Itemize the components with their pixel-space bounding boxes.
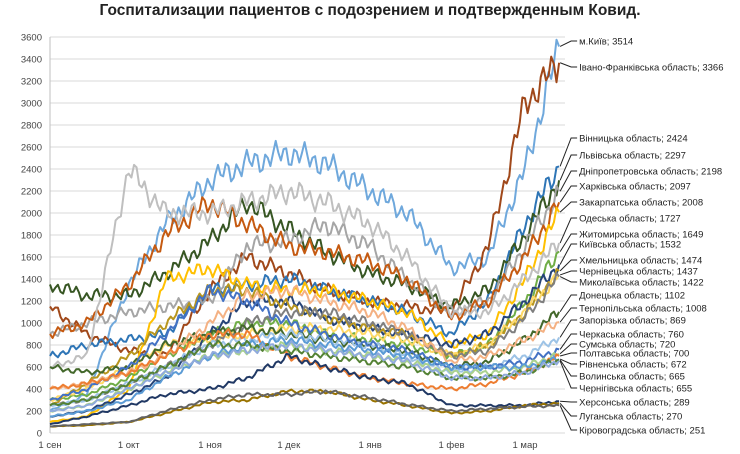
series-line bbox=[49, 165, 560, 359]
x-tick-label: 1 ноя bbox=[198, 440, 222, 451]
data-label: Кіровоградська область; 251 bbox=[579, 426, 705, 437]
y-tick-label: 1400 bbox=[21, 275, 42, 286]
series-line bbox=[49, 264, 561, 418]
data-label: Закарпатська область; 2008 bbox=[579, 198, 703, 209]
data-label: Чернігівська область; 655 bbox=[579, 384, 692, 395]
y-tick-label: 1800 bbox=[21, 231, 42, 242]
series-line bbox=[49, 389, 560, 428]
data-label: Вінницька область; 2424 bbox=[579, 134, 688, 145]
data-label: Житомирська область; 1649 bbox=[579, 230, 703, 241]
data-label: Черкаська область; 760 bbox=[579, 330, 684, 341]
leader-line bbox=[559, 352, 578, 357]
leader-line bbox=[559, 343, 578, 355]
data-label: Дніпропетровська область; 2198 bbox=[579, 167, 722, 178]
data-label: Миколаївська область; 1422 bbox=[579, 278, 704, 289]
leader-line bbox=[559, 217, 578, 244]
leader-line bbox=[559, 319, 578, 338]
data-label: Івано-Франківська область; 3366 bbox=[579, 63, 723, 74]
leader-line bbox=[560, 400, 578, 403]
series-line bbox=[49, 196, 561, 339]
y-tick-label: 2000 bbox=[21, 209, 42, 220]
y-tick-label: 3400 bbox=[21, 55, 42, 66]
x-tick-label: 1 мар bbox=[512, 440, 537, 451]
leader-line bbox=[559, 259, 578, 272]
x-tick-label: 1 янв bbox=[358, 440, 381, 451]
data-label: м.Київ; 3514 bbox=[579, 37, 633, 48]
data-label: Одеська область; 1727 bbox=[579, 214, 681, 225]
leader-line bbox=[559, 233, 578, 252]
y-tick-label: 2800 bbox=[21, 121, 42, 132]
leader-line bbox=[559, 62, 578, 68]
series-line bbox=[50, 340, 560, 412]
series-line bbox=[49, 184, 561, 337]
series-line bbox=[49, 268, 560, 407]
leader-line bbox=[559, 294, 578, 313]
leader-line bbox=[559, 359, 578, 377]
y-tick-label: 3000 bbox=[21, 99, 42, 110]
data-label: Сумська область; 720 bbox=[579, 340, 675, 351]
leader-line bbox=[559, 276, 578, 283]
leader-line bbox=[559, 243, 578, 265]
y-tick-label: 1600 bbox=[21, 253, 42, 264]
leader-line bbox=[559, 358, 578, 365]
data-label: Запорізька область; 869 bbox=[579, 316, 686, 327]
series-line bbox=[49, 163, 561, 369]
data-label: Херсонська область; 289 bbox=[579, 398, 690, 409]
data-label: Львівська область; 2297 bbox=[579, 151, 686, 162]
y-tick-label: 0 bbox=[37, 429, 42, 440]
x-tick-label: 1 фев bbox=[438, 440, 464, 451]
series-line bbox=[49, 180, 561, 310]
data-label: Хмельницька область; 1474 bbox=[579, 256, 702, 267]
y-tick-label: 800 bbox=[26, 341, 42, 352]
leader-line bbox=[559, 402, 578, 417]
series-line bbox=[49, 284, 560, 401]
leader-line bbox=[559, 201, 578, 213]
leader-line bbox=[559, 40, 578, 47]
data-label: Рівненська область; 672 bbox=[579, 360, 687, 371]
series-line bbox=[49, 353, 560, 426]
y-tick-label: 2200 bbox=[21, 187, 42, 198]
series-line bbox=[49, 272, 560, 407]
x-tick-label: 1 дек bbox=[277, 440, 301, 451]
x-tick-label: 1 окт bbox=[118, 440, 140, 451]
y-tick-label: 400 bbox=[26, 385, 42, 396]
y-tick-label: 3600 bbox=[21, 33, 42, 44]
series-line bbox=[49, 38, 561, 412]
y-tick-label: 1000 bbox=[21, 319, 42, 330]
series-line bbox=[49, 284, 560, 391]
series-line bbox=[49, 328, 560, 392]
leader-line bbox=[559, 154, 578, 181]
y-tick-label: 1200 bbox=[21, 297, 42, 308]
data-label: Донецька область; 1102 bbox=[579, 291, 685, 302]
y-tick-label: 200 bbox=[26, 407, 42, 418]
leader-line bbox=[559, 185, 578, 203]
leader-line bbox=[559, 405, 578, 431]
data-label: Волинська область; 665 bbox=[579, 372, 685, 383]
series-line bbox=[49, 388, 560, 428]
x-tick-label: 1 сен bbox=[38, 440, 61, 451]
leader-line bbox=[559, 137, 578, 167]
data-label: Харківська область; 2097 bbox=[579, 182, 691, 193]
leader-line bbox=[559, 270, 578, 276]
y-tick-label: 2400 bbox=[21, 165, 42, 176]
data-label: Луганська область; 270 bbox=[579, 412, 682, 423]
y-tick-label: 2600 bbox=[21, 143, 42, 154]
series-line bbox=[49, 335, 560, 418]
data-label: Київська область; 1532 bbox=[579, 240, 681, 251]
data-label: Полтавська область; 700 bbox=[579, 349, 689, 360]
leader-line bbox=[559, 360, 578, 389]
leader-line bbox=[559, 333, 578, 350]
y-tick-label: 600 bbox=[26, 363, 42, 374]
y-tick-label: 3200 bbox=[21, 77, 42, 88]
chart-title: Госпитализации пациентов с подозрением и… bbox=[99, 2, 641, 19]
data-label: Чернівецька область; 1437 bbox=[579, 267, 698, 278]
leader-line bbox=[559, 170, 578, 192]
leader-line bbox=[559, 307, 578, 323]
data-label: Тернопільська область; 1008 bbox=[579, 304, 707, 315]
